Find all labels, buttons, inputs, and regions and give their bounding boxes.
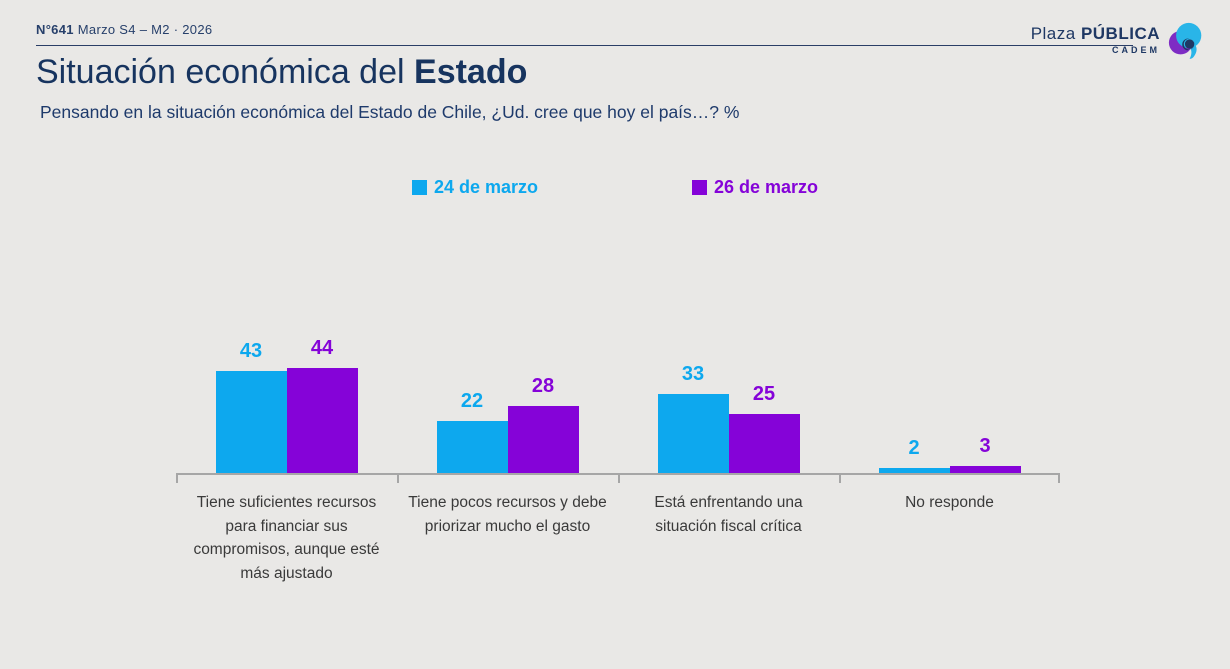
- plot-area: 43 44 22 28 33 25 2 3: [176, 323, 1060, 473]
- legend-label-24-marzo: 24 de marzo: [433, 177, 538, 197]
- title-regular: Situación económica del: [36, 53, 415, 91]
- header-divider: [36, 45, 1133, 46]
- page-title: Situación económica del Estado: [36, 53, 528, 91]
- bar: 3: [949, 435, 1021, 473]
- legend-swatch-24-marzo: [411, 180, 427, 195]
- legend-item-26-marzo: 26 de marzo: [692, 177, 818, 198]
- plaza-publica-cadem-logo: Plaza PÚBLICA CADEM: [1031, 20, 1204, 60]
- bar-chart: 43 44 22 28 33 25 2 3 Tiene suficientes recurso…: [176, 323, 1060, 585]
- bar: 33: [657, 363, 729, 473]
- axis-tick: [839, 475, 841, 483]
- bar: 44: [286, 337, 358, 473]
- category-label: No responde: [905, 494, 994, 511]
- bar: 2: [878, 437, 950, 473]
- bar-value-label: 2: [908, 437, 920, 460]
- bar-value-label: 43: [239, 339, 263, 362]
- axis-tick: [176, 475, 178, 483]
- issue-label: N°641 Marzo S4 – M2 · 2026: [36, 22, 212, 37]
- survey-question: Pensando en la situación económica del E…: [40, 102, 740, 122]
- chart-legend: 24 de marzo 26 de marzo: [0, 177, 1230, 198]
- bar-group: 33 25: [618, 323, 839, 473]
- axis-tick: [397, 475, 399, 483]
- category-label: Tiene pocos recursos y debe priorizar mu…: [408, 494, 607, 535]
- bar: 43: [215, 340, 287, 473]
- legend-label-26-marzo: 26 de marzo: [714, 177, 819, 197]
- title-bold: Estado: [414, 53, 528, 91]
- x-axis-line: [176, 473, 1060, 483]
- bar-value-label: 25: [752, 382, 776, 405]
- bar-value-label: 33: [681, 363, 705, 386]
- bar-value-label: 28: [531, 375, 555, 398]
- issue-number: N°641: [36, 22, 74, 37]
- bar: 22: [436, 390, 508, 473]
- category-label: Está enfrentando una situación fiscal cr…: [654, 494, 803, 535]
- axis-tick: [1058, 475, 1060, 483]
- logo-plaza: Plaza: [1030, 24, 1081, 43]
- category-labels: Tiene suficientes recursos para financia…: [176, 491, 1060, 585]
- legend-item-24-marzo: 24 de marzo: [411, 177, 538, 198]
- logo-wordmark: Plaza PÚBLICA: [1031, 25, 1160, 42]
- logo-publica: PÚBLICA: [1080, 24, 1160, 43]
- bar: 25: [728, 383, 800, 473]
- legend-swatch-26-marzo: [692, 180, 707, 195]
- bar-group: 22 28: [397, 323, 618, 473]
- bar-value-label: 22: [460, 389, 484, 412]
- category-label: Tiene suficientes recursos para financia…: [193, 494, 380, 582]
- issue-rest: Marzo S4 – M2 · 2026: [77, 22, 213, 37]
- bar: 28: [507, 375, 579, 473]
- bar-group: 43 44: [176, 323, 397, 473]
- logo-text: Plaza PÚBLICA CADEM: [1031, 25, 1160, 55]
- bar-value-label: 44: [310, 337, 334, 360]
- cadem-bubble-icon: [1168, 22, 1202, 59]
- axis-tick: [618, 475, 620, 483]
- bar-value-label: 3: [979, 434, 991, 457]
- logo-cadem: CADEM: [1112, 45, 1160, 55]
